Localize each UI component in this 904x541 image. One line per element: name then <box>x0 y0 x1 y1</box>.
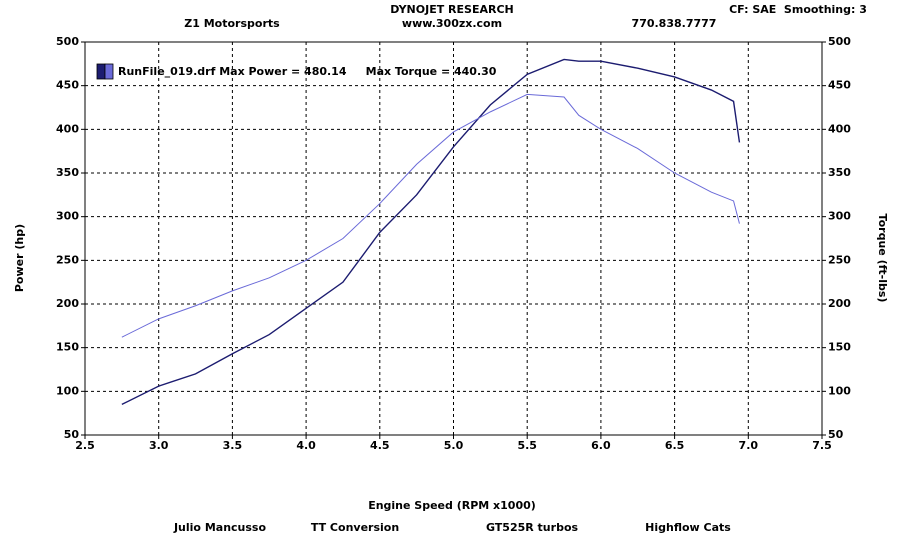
x-tick-label: 4.5 <box>370 439 390 452</box>
y2-tick-label: 250 <box>828 253 851 266</box>
footer-item: GT525R turbos <box>486 521 579 534</box>
y-tick-label: 450 <box>56 79 79 92</box>
y-axis-label: Power (hp) <box>13 224 26 292</box>
y2-tick-label: 150 <box>828 341 851 354</box>
x-tick-label: 5.0 <box>444 439 464 452</box>
legend-label: RunFile_019.drf Max Power = 480.14 Max T… <box>118 65 497 78</box>
x-axis-label: Engine Speed (RPM x1000) <box>368 499 536 512</box>
x-tick-label: 6.0 <box>591 439 611 452</box>
y2-tick-label: 300 <box>828 210 851 223</box>
y-tick-label: 200 <box>56 297 79 310</box>
footer-item: Highflow Cats <box>645 521 731 534</box>
x-tick-label: 7.5 <box>812 439 832 452</box>
y-tick-label: 400 <box>56 122 79 135</box>
shop: Z1 Motorsports <box>184 17 280 30</box>
y-tick-label: 150 <box>56 341 79 354</box>
x-tick-label: 6.5 <box>665 439 685 452</box>
x-tick-label: 3.5 <box>223 439 243 452</box>
x-tick-label: 4.0 <box>296 439 316 452</box>
y2-tick-label: 500 <box>828 35 851 48</box>
y-tick-label: 50 <box>64 428 80 441</box>
y2-tick-label: 400 <box>828 122 851 135</box>
y2-axis-label: Torque (ft-lbs) <box>876 214 889 303</box>
y-tick-label: 100 <box>56 384 79 397</box>
y-tick-label: 300 <box>56 210 79 223</box>
phone: 770.838.7777 <box>632 17 717 30</box>
y2-tick-label: 350 <box>828 166 851 179</box>
company: DYNOJET RESEARCH <box>390 3 513 16</box>
website: www.300zx.com <box>402 17 502 30</box>
x-tick-label: 3.0 <box>149 439 169 452</box>
footer-item: Julio Mancusso <box>173 521 266 534</box>
legend-swatch <box>96 63 106 80</box>
x-tick-label: 2.5 <box>75 439 95 452</box>
series-line <box>121 93 740 338</box>
settings: CF: SAE Smoothing: 3 <box>729 3 867 16</box>
series-line <box>121 58 741 406</box>
x-tick-label: 5.5 <box>517 439 537 452</box>
y2-tick-label: 50 <box>828 428 844 441</box>
plot-area <box>84 41 823 436</box>
footer-item: TT Conversion <box>311 521 399 534</box>
y2-tick-label: 200 <box>828 297 851 310</box>
legend-swatch <box>104 63 114 80</box>
y-tick-label: 500 <box>56 35 79 48</box>
x-tick-label: 7.0 <box>739 439 759 452</box>
y2-tick-label: 450 <box>828 79 851 92</box>
y2-tick-label: 100 <box>828 384 851 397</box>
y-tick-label: 350 <box>56 166 79 179</box>
y-tick-label: 250 <box>56 253 79 266</box>
